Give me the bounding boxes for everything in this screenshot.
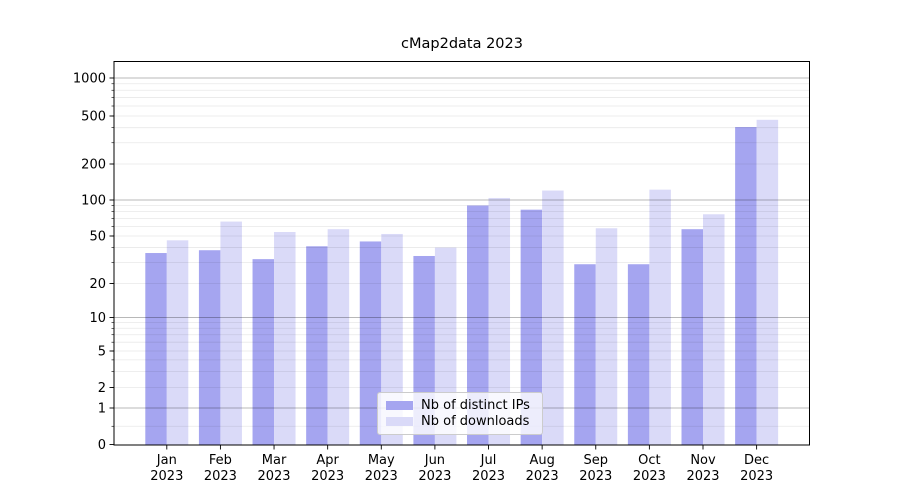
plot-border: [113, 61, 810, 446]
legend-label-downloads: Nb of downloads: [421, 414, 530, 430]
y-tick-label: 1: [98, 402, 106, 417]
legend-item-distinct-ips: Nb of distinct IPs: [386, 398, 534, 413]
bar-downloads-aug: [542, 190, 564, 445]
y-tick-label: 2: [98, 381, 106, 396]
x-tick-label-year: 2023: [365, 469, 398, 484]
x-tick-label-month: Oct: [638, 453, 660, 468]
x-tick-label-year: 2023: [418, 469, 451, 484]
x-tick-label-month: Apr: [316, 453, 339, 468]
bar-downloads-sep: [595, 228, 618, 445]
bar-distinct-ips-nov: [681, 229, 703, 445]
legend-swatch-downloads: [386, 417, 413, 427]
y-tick-label: 200: [81, 158, 106, 173]
bar-distinct-ips-apr: [306, 246, 328, 445]
legend-swatch-distinct-ips: [386, 400, 413, 410]
x-tick-label-month: Nov: [690, 453, 716, 468]
bar-distinct-ips-may: [359, 241, 382, 445]
x-tick-label-month: Jan: [156, 453, 177, 468]
y-tick-label: 1000: [73, 72, 106, 87]
x-tick-label-year: 2023: [204, 469, 237, 484]
bar-downloads-jan: [166, 240, 189, 445]
y-tick-label: 5: [98, 345, 106, 360]
x-tick-label-year: 2023: [579, 469, 612, 484]
x-tick-label-month: May: [368, 453, 395, 468]
x-tick-label-year: 2023: [633, 469, 666, 484]
legend-label-distinct-ips: Nb of distinct IPs: [421, 397, 530, 413]
chart-title: cMap2data 2023: [401, 36, 523, 52]
bar-distinct-ips-jan: [145, 253, 167, 445]
y-tick-label: 100: [81, 194, 106, 209]
x-tick-label-year: 2023: [150, 469, 183, 484]
x-tick-label-month: Jul: [480, 453, 497, 468]
x-tick-label-month: Aug: [529, 453, 554, 468]
y-tick-label: 0: [98, 438, 106, 453]
bar-downloads-feb: [220, 221, 242, 445]
x-tick-label-year: 2023: [686, 469, 719, 484]
x-tick-label-month: Mar: [262, 453, 287, 468]
bar-distinct-ips-mar: [252, 259, 275, 445]
y-tick-label: 50: [89, 230, 106, 245]
x-tick-label-month: Jun: [424, 453, 445, 468]
legend-item-downloads: Nb of downloads: [386, 414, 534, 429]
y-tick-label: 500: [81, 110, 106, 125]
bar-distinct-ips-jul: [467, 205, 489, 445]
bar-distinct-ips-oct: [627, 264, 650, 445]
x-tick-label-month: Dec: [744, 453, 769, 468]
bar-downloads-nov: [703, 214, 725, 445]
x-tick-label-month: Sep: [584, 453, 609, 468]
legend: Nb of distinct IPs Nb of downloads: [377, 392, 543, 435]
x-tick-label-year: 2023: [472, 469, 505, 484]
x-tick-label-year: 2023: [526, 469, 559, 484]
bar-distinct-ips-dec: [735, 127, 757, 446]
x-tick-label-year: 2023: [257, 469, 290, 484]
bar-downloads-oct: [649, 189, 671, 445]
bar-distinct-ips-aug: [520, 209, 543, 445]
x-tick-label-year: 2023: [740, 469, 773, 484]
bar-downloads-jul: [488, 197, 511, 445]
x-tick-label-year: 2023: [311, 469, 344, 484]
bar-distinct-ips-feb: [198, 250, 221, 445]
bar-downloads-apr: [327, 229, 350, 445]
y-tick-label: 20: [89, 277, 106, 292]
bar-downloads-mar: [274, 232, 296, 445]
y-tick-label: 10: [89, 311, 106, 326]
x-tick-label-month: Feb: [209, 453, 232, 468]
bar-downloads-dec: [756, 119, 779, 445]
bar-distinct-ips-sep: [574, 264, 596, 445]
